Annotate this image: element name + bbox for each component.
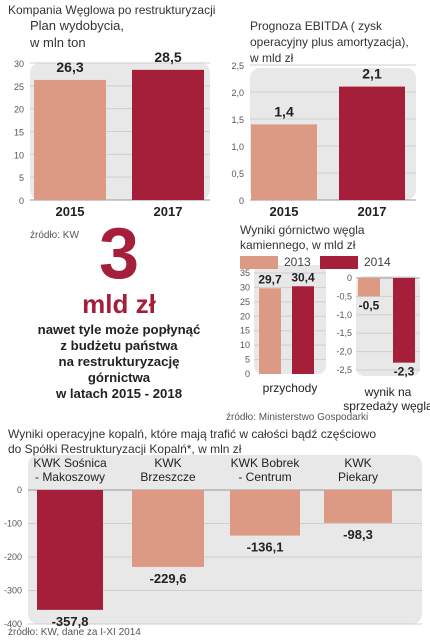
chart2-left-y-tick: 5 <box>245 355 250 365</box>
headline-unit: mld zł <box>82 289 156 319</box>
chart2-right-y-tick: -0,5 <box>336 291 352 301</box>
chart2-data-label: -2,3 <box>394 365 415 379</box>
source-kw-2014: źródło: KW, dane za I-XI 2014 <box>8 627 141 638</box>
chart3-data-label: -98,3 <box>343 527 373 542</box>
chart1-bar <box>251 124 317 200</box>
chart1-y-tick: 1,5 <box>231 115 244 125</box>
chart3-x-tick-line2: - Centrum <box>238 470 291 484</box>
chart3-data-label: -229,6 <box>150 571 187 586</box>
chart3-x-tick-line1: KWK <box>344 456 371 470</box>
chart3-bar <box>230 490 300 536</box>
chart2-bar-przychody-2013 <box>259 288 281 374</box>
chart2-left-y-tick: 20 <box>240 311 250 321</box>
chart0-y-tick: 10 <box>14 150 24 160</box>
chart3-y-tick: -300 <box>4 586 22 596</box>
chart3-x-tick-line2: - Makoszowy <box>35 470 105 484</box>
chart3-x-tick-line2: Brzeszcze <box>140 470 196 484</box>
chart1-y-tick: 2,5 <box>231 61 244 71</box>
chart0-y-tick: 25 <box>14 82 24 92</box>
chart3-bar <box>37 490 103 610</box>
chart2-bar-wynik-2014 <box>393 278 415 363</box>
headline-line-2: z budżetu państwa <box>60 338 178 353</box>
panel1-title-line2: w mln ton <box>29 35 86 50</box>
chart2-right-y-tick: 0 <box>347 273 352 283</box>
chart3-data-label: -136,1 <box>247 540 284 555</box>
chart1-y-tick: 1,0 <box>231 142 244 152</box>
chart3-bar <box>132 490 204 567</box>
chart3-y-tick: -200 <box>4 552 22 562</box>
legend-swatch-2013 <box>240 256 278 269</box>
chart2-left-y-tick: 30 <box>240 282 250 292</box>
chart3-y-tick: -400 <box>4 619 22 629</box>
chart2-left-y-tick: 25 <box>240 297 250 307</box>
chart3-y-tick: -100 <box>4 519 22 529</box>
chart2-left-y-tick: 10 <box>240 340 250 350</box>
chart0-bar <box>132 69 204 200</box>
chart2-right-y-tick: -2,0 <box>336 347 352 357</box>
chart1-x-tick: 2015 <box>270 204 299 219</box>
chart3-bar <box>324 490 392 523</box>
chart0-y-tick: 15 <box>14 128 24 138</box>
headline-line-5: w latach 2015 - 2018 <box>55 386 183 401</box>
panel1-title-line1: Plan wydobycia, <box>30 18 124 33</box>
chart3-y-tick: 0 <box>17 485 22 495</box>
chart0-x-tick: 2015 <box>56 204 85 219</box>
source-kw: źródło: KW <box>30 230 79 241</box>
chart0-data-label: 26,3 <box>56 59 83 75</box>
chart2-left-y-tick: 0 <box>245 369 250 379</box>
panel2-title-line1: Prognoza EBITDA ( zysk <box>250 19 383 33</box>
chart3-x-tick-line2: Piekary <box>338 470 378 484</box>
chart2-data-label: 30,4 <box>291 270 315 284</box>
chart2-right-y-tick: -1,0 <box>336 310 352 320</box>
chart3-x-tick-line1: KWK <box>154 456 181 470</box>
chart2-right-y-tick: -2,5 <box>336 365 352 375</box>
chart3-x-tick-line1: KWK Bobrek <box>231 456 301 470</box>
chart2-left-y-tick: 15 <box>240 326 250 336</box>
headline-line-4: górnictwa <box>87 370 151 385</box>
panel2-title-line3: w mld zł <box>249 51 294 65</box>
chart2-bar-wynik-2013 <box>358 278 380 297</box>
panel3-title-line2: kamiennego, w mld zł <box>240 238 356 252</box>
chart1-data-label: 1,4 <box>274 103 294 119</box>
chart1-data-label: 2,1 <box>362 66 382 82</box>
chart1-x-tick: 2017 <box>358 204 387 219</box>
header-title: Kompania Węglowa po restrukturyzacji <box>8 3 215 17</box>
legend-label-2014: 2014 <box>364 255 391 269</box>
chart2-bar-przychody-2014 <box>292 286 314 374</box>
chart3-x-tick-line1: KWK Sośnica <box>33 456 107 470</box>
chart2-left-y-tick: 35 <box>240 268 250 278</box>
chart0-data-label: 28,5 <box>154 49 181 65</box>
headline-number: 3 <box>98 214 140 294</box>
panel4-title-line1: Wyniki operacyjne kopalń, które mają tra… <box>8 427 376 441</box>
legend-swatch-2014 <box>320 256 358 269</box>
chart2-data-label: 29,7 <box>258 272 282 286</box>
chart2-right-y-tick: -1,5 <box>336 328 352 338</box>
chart0-bar <box>34 79 106 200</box>
chart0-y-tick: 0 <box>19 196 24 206</box>
chart1-y-tick: 0,5 <box>231 169 244 179</box>
headline-line-3: na restrukturyzację <box>58 354 180 369</box>
chart3-panel <box>28 455 422 624</box>
source-ministerstwo: źródło: Ministerstwo Gospodarki <box>226 412 368 423</box>
chart1-bar <box>339 86 405 200</box>
chart2-x-tick-wynik-line2: sprzedaży węgla <box>343 399 430 413</box>
chart2-data-label: -0,5 <box>359 298 380 312</box>
chart0-x-tick: 2017 <box>154 204 183 219</box>
chart0-y-tick: 20 <box>14 105 24 115</box>
chart1-y-tick: 2,0 <box>231 88 244 98</box>
chart1-y-tick: 0 <box>239 196 244 206</box>
chart2-x-tick-przychody: przychody <box>263 381 318 395</box>
chart2-x-tick-wynik-line1: wynik na <box>364 385 412 399</box>
panel2-title-line2: operacyjny plus amortyzacja), <box>250 35 409 49</box>
chart3-data-label: -357,8 <box>52 614 89 629</box>
chart0-y-tick: 30 <box>14 59 24 69</box>
legend-label-2013: 2013 <box>284 255 311 269</box>
chart0-y-tick: 5 <box>19 173 24 183</box>
panel3-title-line1: Wyniki górnictwo węgla <box>240 223 365 237</box>
headline-line-1: nawet tyle może popłynąć <box>37 322 201 337</box>
panel4-title-line2: do Spółki Restrukturyzacji Kopalń*, w ml… <box>8 442 242 456</box>
